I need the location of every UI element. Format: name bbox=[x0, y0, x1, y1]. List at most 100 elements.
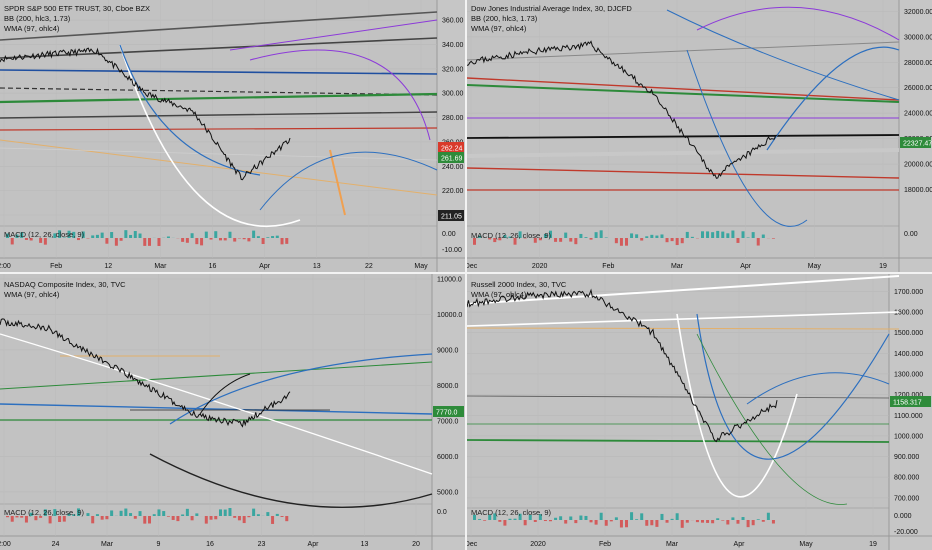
macd-bar bbox=[630, 512, 634, 520]
price-tag-label: 261.69 bbox=[441, 156, 463, 163]
pane-divider-vertical[interactable] bbox=[465, 0, 467, 550]
macd-bar bbox=[589, 238, 593, 240]
price-axis-background bbox=[899, 0, 932, 272]
wma-indicator-label: WMA (97, ohlc4) bbox=[4, 24, 60, 33]
macd-bar bbox=[53, 509, 57, 516]
macd-bar bbox=[736, 238, 740, 243]
macd-bar bbox=[640, 513, 644, 520]
macd-bar bbox=[252, 508, 256, 516]
macd-bar bbox=[645, 520, 649, 526]
macd-bar bbox=[701, 520, 704, 523]
y-tick-label: 10000.0 bbox=[437, 312, 462, 319]
chart-svg-nasdaq[interactable]: 11000.0 10000.0 9000.0 8000.0 7000.0 6000.0 50… bbox=[0, 274, 465, 550]
y-tick-label: 5000.0 bbox=[437, 489, 459, 496]
x-tick-label: 13 bbox=[313, 263, 321, 270]
macd-bar bbox=[650, 520, 654, 526]
macd-bar bbox=[39, 238, 43, 243]
price-tag-label: 7770.0 bbox=[436, 410, 458, 417]
macd-bar bbox=[736, 520, 740, 524]
trendline bbox=[467, 77, 900, 101]
macd-bar bbox=[204, 516, 208, 524]
macd-bar bbox=[204, 231, 208, 238]
macd-bar bbox=[650, 234, 654, 238]
macd-bar bbox=[559, 516, 563, 520]
macd-tick-label: 0.00 bbox=[904, 231, 918, 238]
x-tick-label: Mar bbox=[671, 263, 684, 270]
macd-bar bbox=[498, 520, 502, 522]
macd-bar bbox=[29, 238, 33, 241]
chart-svg-spy[interactable]: 360.00340.00320.00300.00280.00260.00240.… bbox=[0, 0, 465, 272]
y-tick-label: 1300.000 bbox=[894, 371, 923, 378]
chart-svg-rut[interactable]: 1700.000 1600.000 1500.000 1400.000 1300.000… bbox=[467, 274, 932, 550]
trendline bbox=[0, 139, 438, 196]
price-axis-background bbox=[889, 274, 932, 550]
macd-bar bbox=[143, 516, 147, 524]
chart-pane-rut[interactable]: 1700.000 1600.000 1500.000 1400.000 1300.000… bbox=[467, 274, 932, 550]
x-tick-label: Dec bbox=[467, 263, 478, 270]
price-tag-label: 211.05 bbox=[441, 214, 462, 221]
macd-bar bbox=[72, 514, 76, 516]
macd-bar bbox=[751, 232, 755, 238]
price-tag-bg bbox=[438, 152, 464, 163]
macd-bar bbox=[58, 516, 62, 522]
macd-bar bbox=[119, 510, 123, 516]
macd-bar bbox=[95, 234, 99, 238]
macd-bar bbox=[670, 238, 674, 242]
x-tick-label: Dec bbox=[467, 541, 478, 548]
trendline bbox=[0, 11, 438, 41]
x-tick-label: Mar bbox=[154, 263, 167, 270]
macd-bar bbox=[721, 520, 725, 521]
macd-bar bbox=[247, 238, 251, 242]
trendline bbox=[467, 439, 890, 443]
chart-title-rut: Russell 2000 Index, 30, TVC bbox=[471, 280, 567, 289]
macd-bar bbox=[630, 233, 634, 238]
macd-bar bbox=[483, 520, 487, 521]
x-tick-label: 2020 bbox=[532, 263, 548, 270]
x-tick-label: Apr bbox=[734, 541, 746, 548]
macd-bar bbox=[695, 520, 699, 523]
macd-bar bbox=[266, 237, 270, 238]
fib-arc bbox=[249, 49, 431, 141]
macd-bar bbox=[190, 516, 194, 521]
macd-bar bbox=[549, 520, 552, 522]
y-tick-label: 300.00 bbox=[442, 91, 464, 98]
macd-bar bbox=[114, 238, 118, 246]
macd-label: MACD (12, 26, close, 9) bbox=[4, 508, 85, 517]
macd-bar bbox=[569, 238, 573, 242]
x-tick-label: 2:00 bbox=[0, 541, 11, 548]
chart-svg-dji[interactable]: 32000.00 30000.00 28000.00 26000.00 24000.00… bbox=[467, 0, 932, 272]
x-tick-label: Mar bbox=[666, 541, 679, 548]
y-tick-label: 1700.000 bbox=[894, 289, 923, 296]
price-series-line bbox=[0, 47, 291, 181]
y-tick-label: 18000.00 bbox=[904, 187, 932, 194]
price-tag-label: 1158.317 bbox=[893, 400, 922, 407]
macd-bar bbox=[493, 513, 497, 520]
macd-bar bbox=[124, 508, 128, 516]
fib-arc bbox=[149, 453, 433, 509]
macd-bar bbox=[690, 236, 694, 238]
y-tick-label: 1000.000 bbox=[894, 433, 923, 440]
x-tick-label: Apr bbox=[259, 263, 271, 270]
macd-bar bbox=[518, 513, 522, 520]
macd-bar bbox=[138, 233, 142, 238]
chart-pane-nasdaq[interactable]: 11000.0 10000.0 9000.0 8000.0 7000.0 6000.0 50… bbox=[0, 274, 465, 550]
x-tick-label: 23 bbox=[258, 541, 266, 548]
y-tick-label: 7000.0 bbox=[437, 418, 459, 425]
price-tag: 7770.0 bbox=[433, 406, 464, 417]
chart-pane-spy[interactable]: 360.00340.00320.00300.00280.00260.00240.… bbox=[0, 0, 465, 272]
macd-bar bbox=[579, 233, 583, 238]
macd-bar bbox=[233, 516, 237, 518]
macd-bar bbox=[528, 514, 532, 520]
chart-pane-dji[interactable]: 32000.00 30000.00 28000.00 26000.00 24000.00… bbox=[467, 0, 932, 272]
pane-divider-horizontal[interactable] bbox=[0, 272, 932, 274]
macd-bar bbox=[171, 516, 175, 520]
macd-bar bbox=[711, 232, 715, 238]
macd-bar bbox=[209, 238, 213, 240]
macd-bar bbox=[119, 238, 123, 241]
macd-bar bbox=[195, 238, 199, 245]
trendline bbox=[0, 147, 438, 161]
fib-arc bbox=[766, 46, 900, 151]
macd-bar bbox=[285, 516, 289, 522]
macd-bar bbox=[771, 238, 775, 239]
macd-bar bbox=[24, 238, 28, 240]
